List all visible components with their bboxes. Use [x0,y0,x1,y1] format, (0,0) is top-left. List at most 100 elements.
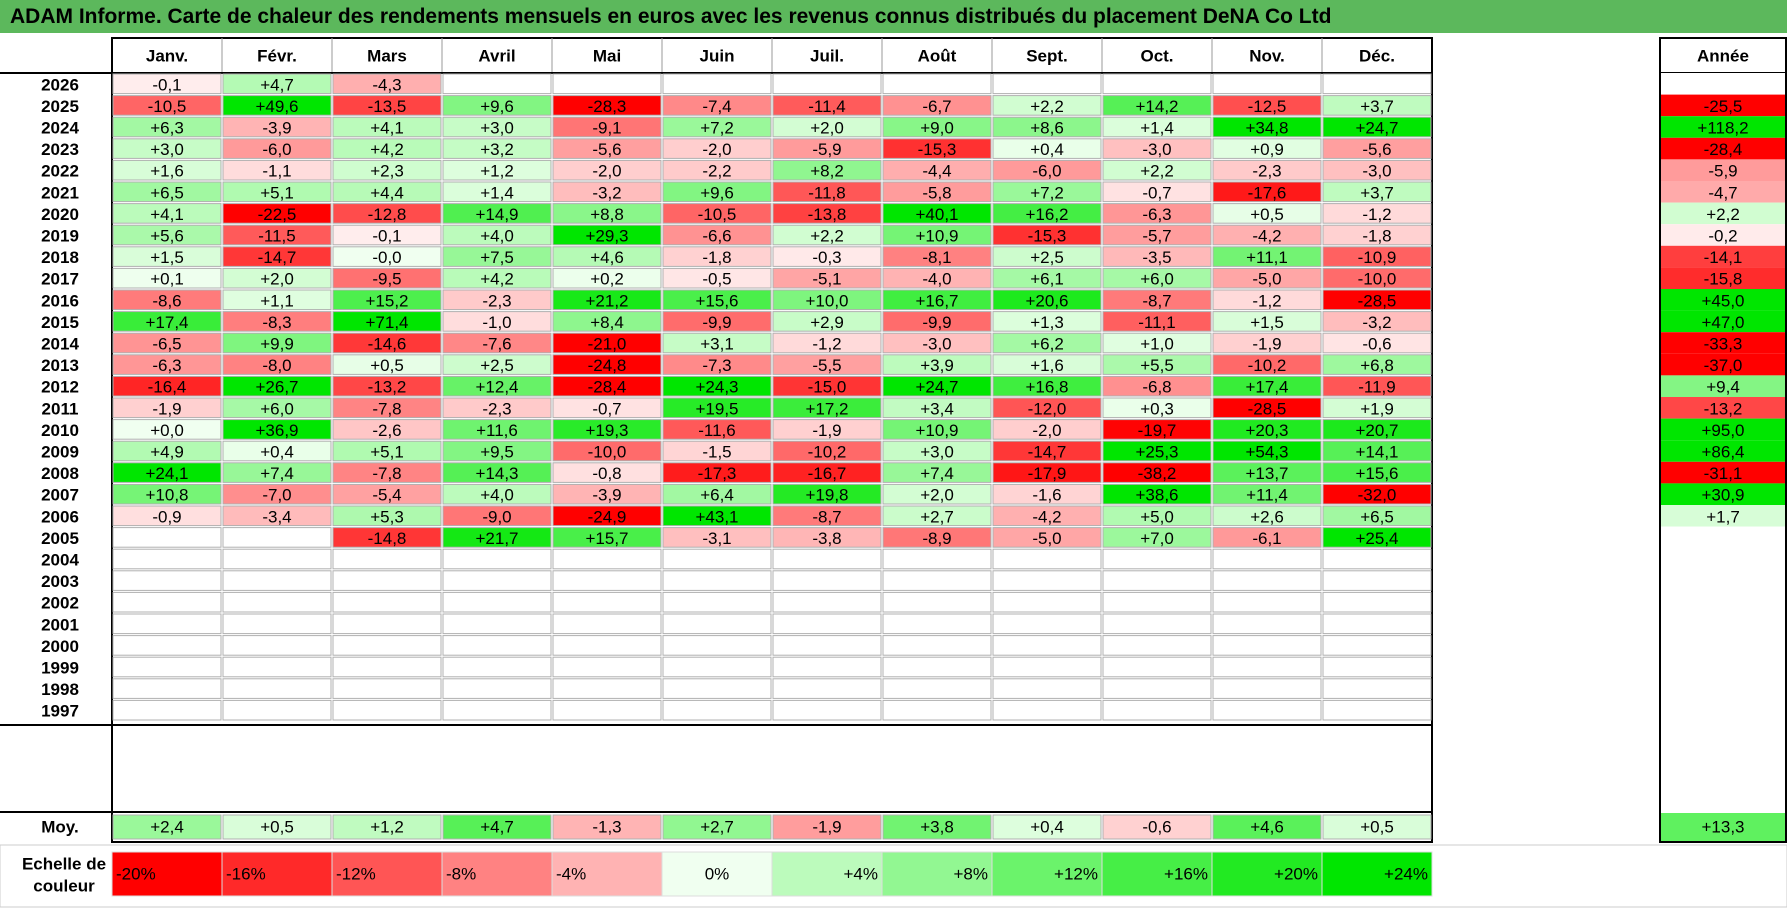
heat-cell [662,548,772,570]
year-label: 2022 [41,162,79,181]
cell-value: -2,6 [372,421,401,440]
heat-cell [1322,699,1432,721]
cell-value: +9,6 [700,183,734,202]
heat-cell [1212,246,1322,267]
heat-cell [552,656,662,678]
heat-cell [1322,613,1432,635]
heat-cell [662,181,772,203]
heat-cell [442,246,552,267]
cell-value: +2,5 [480,356,514,375]
heat-cell [882,699,992,721]
heat-cell [332,311,442,332]
heat-cell [442,635,552,656]
heat-cell [222,678,332,699]
cell-value: +16,7 [915,291,958,310]
heat-cell [442,95,552,116]
heat-cell [222,570,332,591]
annual-cell [1661,267,1785,289]
cell-value: +4,2 [370,140,404,159]
heat-cell [1212,613,1322,635]
heat-cell [662,635,772,656]
legend-swatch [551,851,663,897]
cell-value: +12,4 [475,378,518,397]
annual-value: -13,2 [1704,399,1743,418]
heat-cell [332,505,442,527]
heat-cell [772,267,882,289]
heat-cell [882,181,992,203]
heat-cell [772,332,882,354]
cell-value: -11,1 [1138,313,1176,332]
heat-cell [112,267,222,289]
heat-cell [1102,613,1212,635]
heat-cell [1322,397,1432,419]
cell-value: -10,2 [1248,356,1287,375]
heat-cell [1102,678,1212,699]
heat-cell [1102,699,1212,721]
cell-value: +1,6 [150,162,184,181]
cell-value: +0,2 [590,270,624,289]
cell-value: -0,9 [152,507,181,526]
cell-value: -4,2 [1032,507,1061,526]
heat-cell [662,289,772,311]
annual-cell [1661,634,1785,657]
cell-value: -15,3 [1028,227,1067,246]
cell-value: +2,2 [1140,162,1174,181]
cell-value: +0,9 [1250,140,1284,159]
heat-cell [882,635,992,656]
year-label: 1999 [41,659,79,678]
cell-value: +1,2 [480,162,514,181]
heat-cell [112,462,222,483]
heat-cell [552,289,662,311]
legend-title: Echelle de [22,855,106,874]
month-header: Août [918,47,957,66]
cell-value: +6,3 [150,119,184,138]
average-cell [772,814,882,840]
cell-value: +8,4 [590,313,624,332]
heat-cell [1322,505,1432,527]
year-label: 2012 [41,378,79,397]
heat-cell [662,246,772,267]
heat-cell [1102,591,1212,613]
heat-cell [552,354,662,375]
heat-cell [1212,678,1322,699]
cell-value: +2,0 [810,119,844,138]
heat-cell [882,95,992,116]
heat-cell [772,440,882,462]
annual-cell [1661,310,1785,333]
heat-cell [552,699,662,721]
legend-label: +4% [844,865,879,884]
cell-value: -19,7 [1138,421,1177,440]
heat-cell [662,462,772,483]
annual-cell [1661,505,1785,527]
cell-value: -8,0 [262,356,291,375]
annual-cell [1661,613,1785,635]
heat-cell [112,224,222,246]
average-cell [992,814,1102,840]
cell-value: -14,8 [368,529,407,548]
heat-cell [332,159,442,181]
month-header: Avril [478,47,515,66]
annual-cell [1661,159,1785,181]
cell-value: +5,6 [150,227,184,246]
month-header: Mai [593,47,621,66]
cell-value: -5,6 [592,140,621,159]
heat-cell [1102,548,1212,570]
average-cell [442,814,552,840]
heat-cell [332,181,442,203]
cell-value: +25,3 [1135,443,1178,462]
heat-cell [552,375,662,397]
heat-cell [662,116,772,138]
heat-cell [552,678,662,699]
heat-cell [772,635,882,656]
heat-cell [552,138,662,159]
heat-cell [1212,527,1322,548]
year-label: 2004 [41,551,79,570]
heat-cell [442,591,552,613]
heat-cell [992,203,1102,224]
cell-value: -1,2 [1362,205,1391,224]
cell-value: +3,0 [480,119,514,138]
heat-cell [882,224,992,246]
cell-value: +5,3 [370,507,404,526]
cell-value: -16,4 [148,378,187,397]
cell-value: -9,0 [482,507,511,526]
